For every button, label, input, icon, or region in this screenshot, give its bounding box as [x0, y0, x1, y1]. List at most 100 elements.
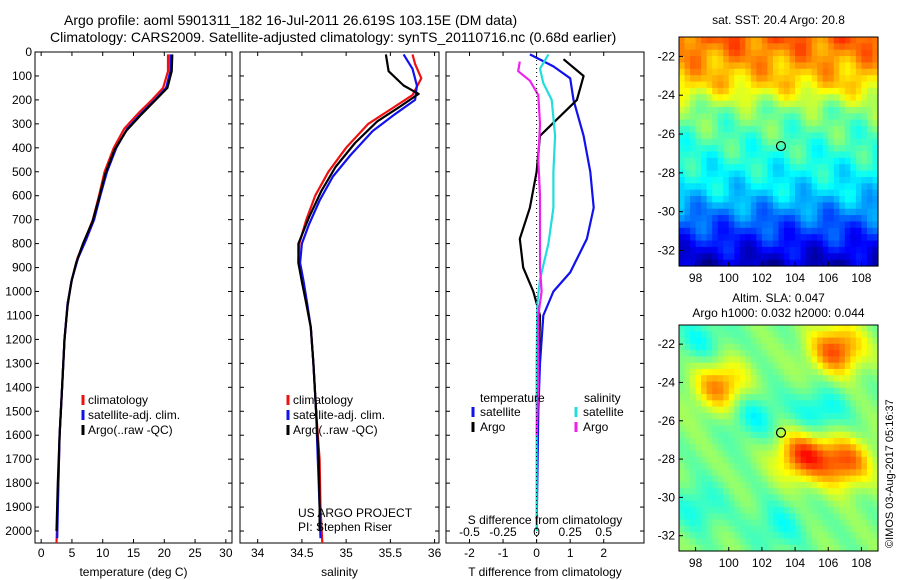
sst-map-cell [828, 145, 835, 153]
sst-map-cell [844, 221, 851, 229]
sla-map-cell [706, 513, 713, 521]
sst-map-cell [789, 43, 796, 51]
sla-map-cell [795, 488, 802, 496]
sla-map-cell [690, 532, 697, 540]
sst-map-cell [800, 253, 807, 261]
sla-map-cell [806, 325, 813, 332]
sst-map-cell [761, 189, 769, 197]
sla-map-cell [828, 387, 835, 395]
sla-map-cell [679, 463, 686, 470]
sla-map-cell [844, 507, 851, 514]
sla-map-cell [684, 406, 691, 414]
sla-map-cell [695, 538, 702, 546]
sst-map-cell [822, 196, 829, 203]
sla-map-xtick-label: 104 [785, 556, 805, 570]
sst-map-cell [839, 126, 846, 134]
sst-map-cell [839, 253, 846, 261]
sst-map-cell [695, 138, 702, 146]
sla-map-cell [690, 500, 697, 508]
sla-map-cell [717, 438, 724, 445]
sla-map-cell [734, 438, 741, 445]
sst-map-cell [756, 157, 763, 165]
sla-map-cell [695, 431, 702, 439]
sst-map-cell [866, 234, 874, 242]
sla-map-cell [745, 519, 752, 527]
sla-map-cell [855, 519, 863, 527]
sst-map-cell [850, 196, 857, 203]
sst-map-cell [855, 246, 863, 254]
sst-map-cell [828, 164, 835, 172]
sla-map-cell [839, 412, 846, 420]
sst-map-cell [800, 49, 807, 57]
sst-map-cell [701, 94, 708, 102]
sla-map-cell [850, 456, 857, 464]
salinity-diff-tick-label: 0.5 [595, 525, 612, 539]
sst-map-cell [844, 43, 851, 51]
sst-map-cell [728, 259, 735, 267]
sst-map-cell [761, 215, 769, 223]
sla-map-cell [717, 381, 724, 389]
sla-map-cell [684, 444, 691, 452]
sst-map-cell [717, 43, 724, 51]
sst-map-cell [784, 75, 791, 83]
sla-map-cell [679, 400, 686, 408]
sla-map-cell [872, 450, 879, 458]
sst-map-cell [772, 208, 780, 216]
sst-map-cell [690, 132, 697, 140]
sla-map-cell [712, 444, 719, 452]
sst-map-cell [822, 106, 829, 114]
sla-map-cell [795, 532, 802, 540]
sla-map-cell [784, 532, 791, 540]
sla-map-cell [800, 444, 807, 452]
sst-map-cell [701, 100, 708, 108]
sst-map-cell [800, 170, 807, 178]
sla-map-cell [772, 500, 780, 508]
sla-map-cell [839, 519, 846, 527]
sst-map-cell [712, 227, 719, 235]
sla-map-cell [756, 325, 763, 332]
sla-map-cell [734, 507, 741, 514]
sla-map-cell [784, 444, 791, 452]
sst-map-cell [723, 119, 730, 127]
sla-map-cell [723, 419, 730, 427]
sla-map-cell [745, 538, 752, 546]
sla-map-cell [772, 525, 780, 533]
sla-map-cell [728, 463, 735, 470]
sst-map-cell [833, 106, 840, 114]
sst-map-cell [811, 68, 818, 76]
sst-map-cell [789, 138, 796, 146]
sst-map-cell [817, 87, 824, 95]
sst-map-cell [734, 227, 741, 235]
sla-map-cell [789, 444, 796, 452]
sla-map-cell [850, 507, 857, 514]
sst-map-cell [767, 56, 774, 64]
sst-map-cell [855, 208, 863, 216]
sla-map-cell [767, 387, 774, 395]
sst-map-cell [850, 183, 857, 191]
sst-map-cell [822, 246, 829, 254]
sst-map-cell [772, 94, 780, 102]
sla-map-cell [728, 431, 735, 439]
sst-map-cell [734, 196, 741, 203]
sla-map-cell [750, 387, 757, 395]
sla-map-cell [734, 368, 741, 376]
sla-map-cell [684, 325, 691, 332]
sst-map-cell [756, 49, 763, 57]
diff-legend-label: Argo [480, 420, 506, 434]
sla-map-cell [789, 387, 796, 395]
sla-map-cell [778, 532, 785, 540]
sla-map-cell [739, 544, 746, 552]
sla-map-cell [850, 431, 857, 439]
sla-map-cell [701, 400, 708, 408]
sst-map-cell [800, 75, 807, 83]
sst-map-cell [690, 170, 697, 178]
sla-map-cell [839, 325, 846, 332]
sst-map-cell [784, 62, 791, 70]
sla-map-cell [690, 481, 697, 489]
sst-map-cell [695, 113, 702, 121]
sst-map-cell [833, 145, 840, 153]
sst-map-cell [844, 113, 851, 121]
difference-xtick-label: -1 [498, 546, 509, 560]
sla-map-cell [734, 381, 741, 389]
sst-map-cell [690, 138, 697, 146]
